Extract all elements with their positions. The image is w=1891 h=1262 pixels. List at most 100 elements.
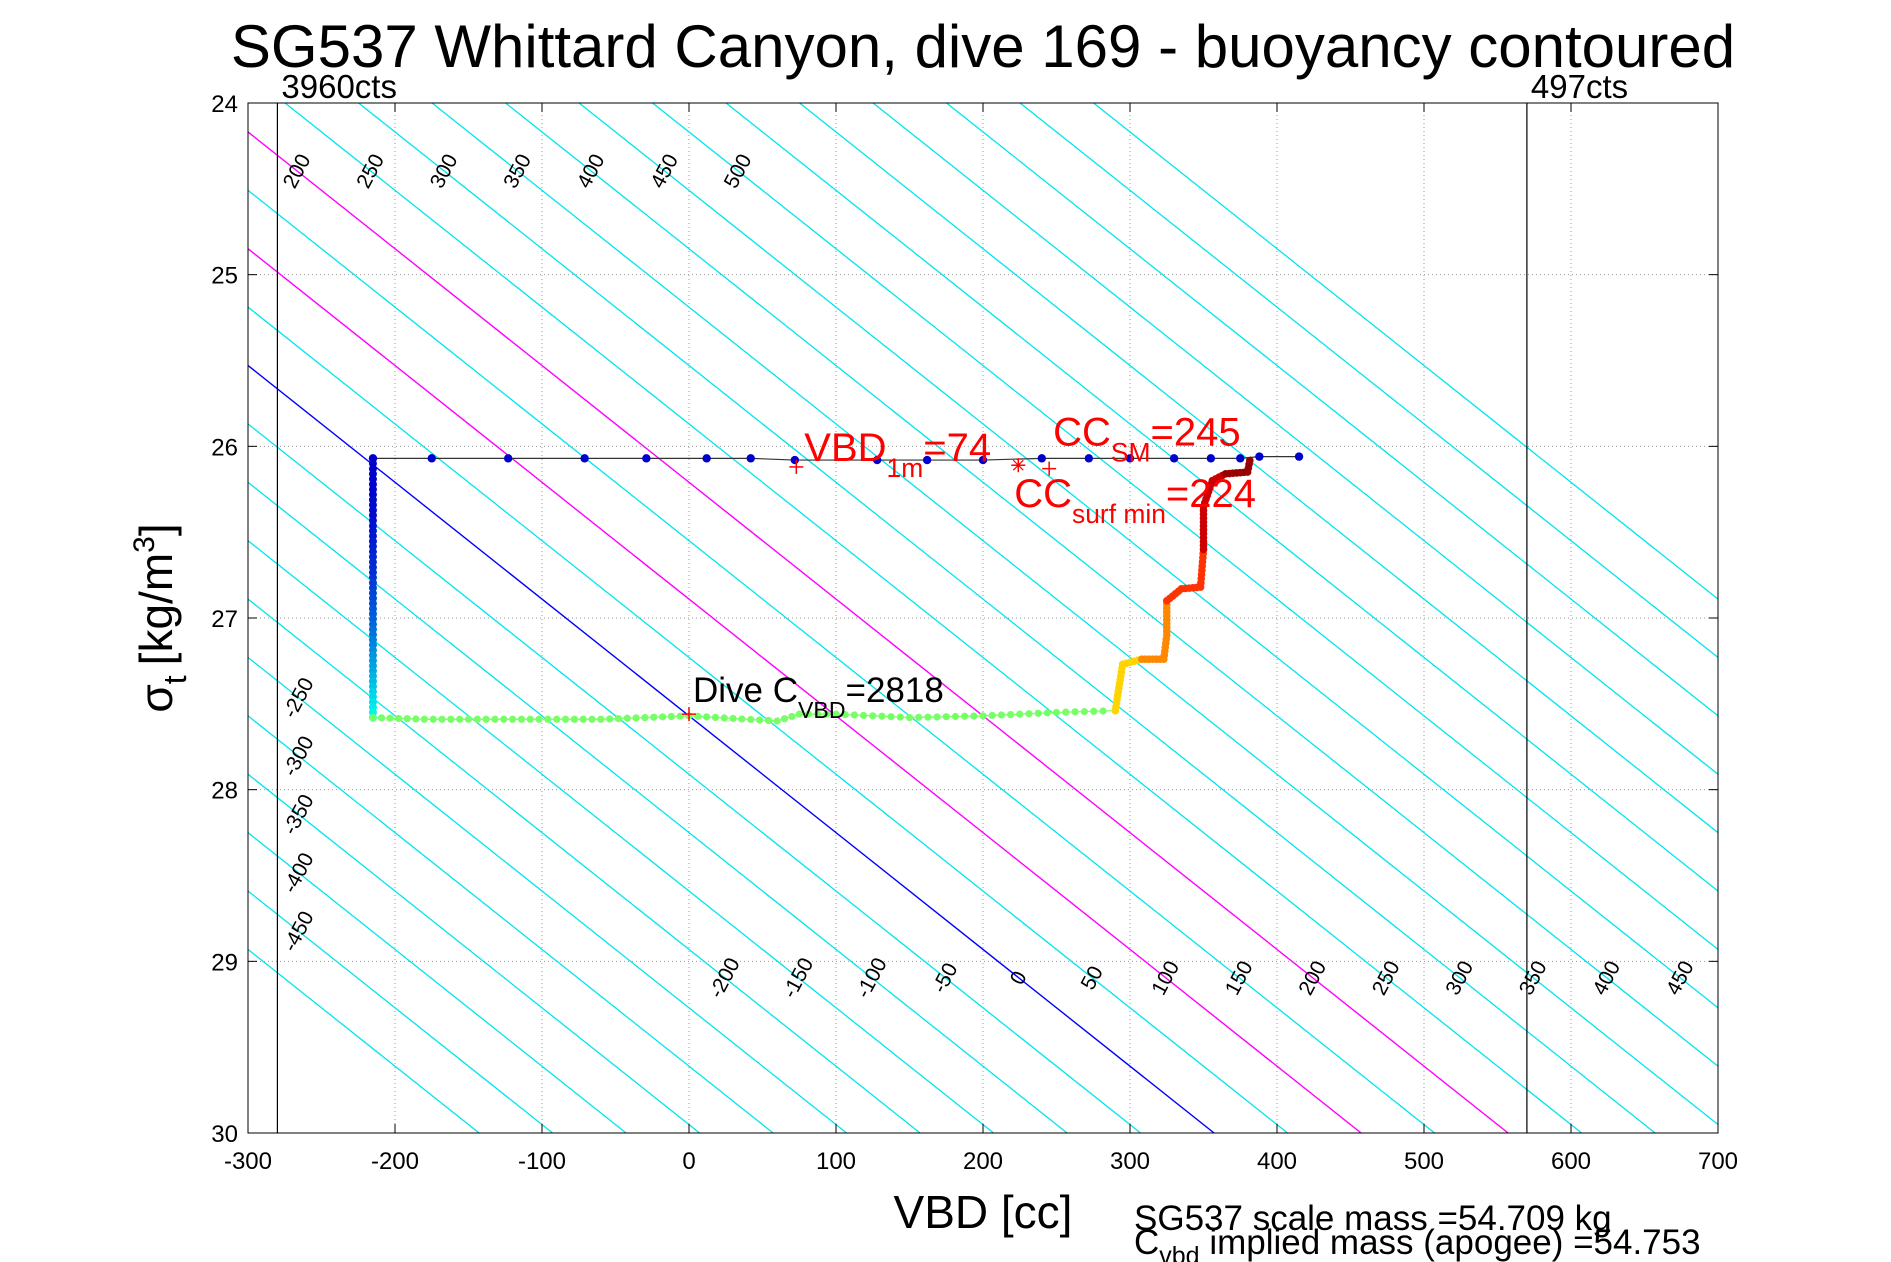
deep-point [933,713,941,721]
deep-point [676,712,684,720]
buoyancy-contour-line [248,423,1142,1133]
vbd1m-label-part: 1m [887,453,924,483]
deep-point [841,710,849,719]
deep-point [588,715,596,723]
deep-point [1071,708,1079,716]
deep-point [1099,707,1107,715]
deep-point [544,715,552,723]
deep-point [804,710,813,718]
ccsurfmin-label-part: surf min [1072,499,1166,529]
dive-cvbd-label-part: Dive C [693,671,798,710]
deep-point [729,714,737,723]
y-axis-label: σt [kg/m3] [128,523,193,712]
deep-point [997,711,1005,719]
x-tick-label: 0 [682,1148,695,1175]
dive-cvbd-label-part: VBD [798,697,845,723]
x-tick-label: 400 [1257,1148,1297,1175]
deep-point [597,715,605,723]
deep-point [703,713,711,721]
ccsurfmin-x-mark [1012,459,1024,471]
y-axis-ticks: 24 25 26 27 28 29 30 [211,91,1718,1148]
deep-point [464,715,473,723]
deep-point [850,711,858,719]
buoyancy-contour-line [248,481,1068,1133]
deep-point [438,715,446,723]
surface-point [1255,452,1264,461]
deep-point [942,713,950,721]
buoyancy-contour-line [248,890,554,1133]
deep-point [961,712,969,720]
y-label-unit-close: ] [130,523,182,536]
buoyancy-contour-line [1093,103,1718,600]
deep-point [869,712,877,720]
y-label-unit-open: [kg/m [130,553,182,665]
deep-point [517,715,526,723]
x-tick-label: 200 [963,1148,1003,1175]
buoyancy-contour-line [578,103,1718,1009]
deep-point [658,713,667,721]
surface-point [790,455,800,465]
surface-point [580,454,589,463]
x-tick-label: 600 [1551,1148,1591,1175]
deep-point [570,715,578,723]
deep-point [780,715,789,723]
deep-point [788,712,796,721]
y-tick-label: 30 [211,1121,238,1148]
buoyancy-contour-line [284,103,1583,1133]
deep-point [924,713,932,721]
deep-point [905,713,914,722]
ccsm-label-part: =245 [1151,411,1241,455]
deep-point [403,715,411,723]
deep-point [535,715,543,723]
buoyancy-contour-line [248,131,1509,1133]
buoyancy-contour-line [248,189,1436,1133]
deep-point [561,715,570,723]
deep-point [606,715,614,723]
deep-point [970,712,978,720]
buoyancy-contour-line [248,948,480,1133]
footer-implied-mass: Cvbd implied mass (apogee) =54.753 [1134,1223,1701,1262]
deep-point [395,714,403,723]
deep-point [773,717,781,725]
deep-point [988,711,996,720]
deep-point [738,715,746,723]
deep-point [553,715,561,723]
buoyancy-contour-line [358,103,1656,1133]
deep-point [720,714,728,722]
x-tick-label: 100 [816,1148,856,1175]
surface-point [1206,454,1216,463]
count-limit-lines [276,103,1528,1133]
deep-point [1052,708,1061,717]
buoyancy-contour-line [1019,103,1718,659]
deep-point [429,715,437,723]
ccsurfmin-label-part: =224 [1166,472,1256,516]
deep-point [1080,707,1089,716]
deep-point [951,712,960,721]
ccsm-label-part: CC [1053,411,1111,455]
ccsm-label: CCSM=245 [1053,411,1240,468]
deep-point [641,713,649,722]
surface-point [746,454,755,463]
deep-point [579,715,587,723]
x-axis-ticks: -300 -200 -100 0 100 200 300 400 500 600 700 [224,103,1738,1175]
buoyancy-contour-line [248,364,1215,1133]
data-series [368,452,1304,725]
deep-point [896,713,904,721]
deep-point [447,715,455,723]
vbd1m-label: VBD1m=74 [804,426,991,483]
surface-point [872,455,882,465]
deep-point [526,715,534,723]
x-axis-label: VBD [cc] [894,1186,1073,1238]
buoyancy-contour-line [725,103,1718,892]
deep-point [694,712,702,720]
buoyancy-contour-line [799,103,1718,834]
deep-point [623,714,631,722]
y-tick-label: 27 [211,606,238,633]
deep-point [1025,710,1033,718]
buoyancy-contour-line [872,103,1718,776]
buoyancy-contour-line [248,247,1362,1133]
dive-cvbd-label-part: =2818 [846,671,944,710]
surface-point [642,454,651,463]
deep-point [887,713,895,721]
